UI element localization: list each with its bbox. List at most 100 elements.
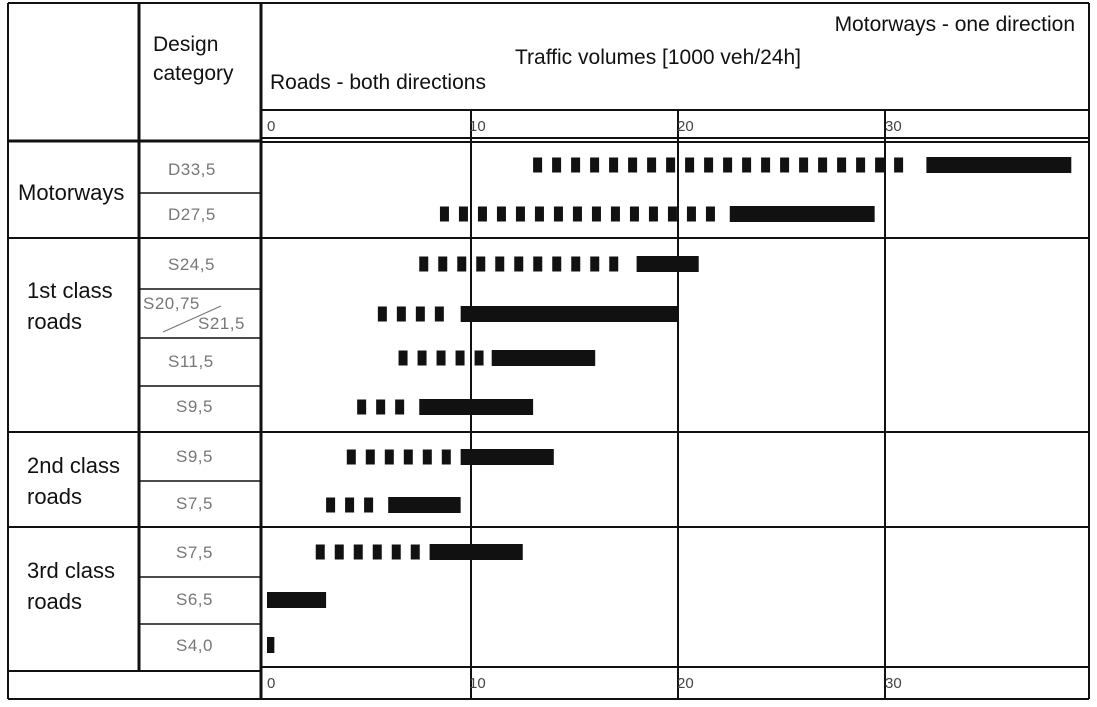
bar-dash-segment — [357, 399, 367, 415]
design-category-label: D33,5 — [168, 160, 216, 179]
bar-dash-segment — [364, 497, 374, 513]
bar-dash-segment — [457, 256, 467, 272]
bar-dash-segment — [422, 449, 432, 465]
design-category-label: S9,5 — [176, 447, 213, 466]
bar-dash-segment — [515, 206, 525, 222]
bar-dash-segment — [591, 206, 601, 222]
bar-dash-segment — [477, 206, 487, 222]
bar-dash-segment — [496, 206, 506, 222]
design-category-label: S7,5 — [176, 494, 213, 513]
road-class-label-1st-line1: 1st class — [27, 278, 113, 303]
bar-solid-segment — [729, 206, 875, 222]
design-category-label: S24,5 — [168, 255, 215, 274]
bar-dash-segment — [723, 157, 733, 173]
bar-dash-segment — [553, 206, 563, 222]
bar-dash-segment — [372, 544, 382, 560]
bar-dash-segment — [894, 157, 904, 173]
bar-dash-segment — [474, 350, 484, 366]
bar-dash-segment — [572, 206, 582, 222]
road-class-label-2nd-line1: 2nd class — [27, 453, 120, 478]
bar-dash-segment — [419, 256, 429, 272]
bar-dash-segment — [458, 206, 468, 222]
bar-dash-segment — [666, 157, 676, 173]
bar-dash-segment — [552, 157, 562, 173]
bottom-tick-label: 20 — [677, 675, 694, 692]
road-class-label-motorways: Motorways — [18, 180, 125, 205]
bar-dash-segment — [346, 449, 356, 465]
header-left-label: Roads - both directions — [270, 71, 486, 94]
design-category-label: S6,5 — [176, 590, 213, 609]
bar-dash-segment — [590, 256, 600, 272]
bar-dash-segment — [439, 206, 449, 222]
bar-dash-segment — [417, 350, 427, 366]
bar-solid-segment — [388, 497, 461, 513]
bar-dash-segment — [495, 256, 505, 272]
bar-solid-segment — [267, 637, 275, 653]
bar-dash-segment — [761, 157, 771, 173]
bar-dash-segment — [415, 306, 425, 322]
bar-dash-segment — [780, 157, 790, 173]
road-class-label-3rd-line2: roads — [27, 589, 83, 614]
bar-dash-segment — [628, 157, 638, 173]
bar-dash-segment — [455, 350, 465, 366]
bar-dash-segment — [629, 206, 639, 222]
bar-dash-segment — [441, 449, 451, 465]
bar-dash-segment — [667, 206, 677, 222]
bar-dash-segment — [648, 206, 658, 222]
bar-solid-segment — [429, 544, 523, 560]
bar-dash-segment — [391, 544, 401, 560]
top-tick-label: 10 — [469, 118, 486, 135]
bar-dash-segment — [395, 399, 405, 415]
bottom-tick-label: 0 — [267, 675, 276, 692]
bottom-tick-label: 10 — [469, 675, 486, 692]
design-category-label-line2: S21,5 — [198, 314, 245, 333]
bar-dash-segment — [376, 399, 386, 415]
design-category-header-line1: Design — [153, 33, 219, 56]
bar-dash-segment — [590, 157, 600, 173]
bar-dash-segment — [704, 157, 714, 173]
bar-dash-segment — [514, 256, 524, 272]
bar-dash-segment — [365, 449, 375, 465]
bar-dash-segment — [438, 256, 448, 272]
chart-title: Traffic volumes [1000 veh/24h] — [515, 46, 801, 69]
bar-dash-segment — [476, 256, 486, 272]
bar-solid-segment — [267, 592, 327, 608]
top-tick-label: 0 — [267, 118, 276, 135]
bar-dash-segment — [384, 449, 394, 465]
bar-dash-segment — [552, 256, 562, 272]
bar-dash-segment — [315, 544, 325, 560]
top-tick-label: 30 — [885, 118, 902, 135]
bar-dash-segment — [345, 497, 355, 513]
design-category-label: S4,0 — [176, 636, 213, 655]
bar-dash-segment — [856, 157, 866, 173]
bar-solid-segment — [926, 157, 1072, 173]
road-class-label-2nd-line2: roads — [27, 484, 83, 509]
bar-dash-segment — [436, 350, 446, 366]
bar-dash-segment — [742, 157, 752, 173]
bar-dash-segment — [334, 544, 344, 560]
top-tick-label: 20 — [677, 118, 694, 135]
bar-dash-segment — [818, 157, 828, 173]
bar-dash-segment — [685, 157, 695, 173]
bar-solid-segment — [419, 399, 534, 415]
header-right-label: Motorways - one direction — [834, 13, 1075, 36]
category-slash — [162, 305, 222, 333]
road-class-label-3rd-line1: 3rd class — [27, 558, 116, 583]
bar-dash-segment — [705, 206, 715, 222]
design-category-label: S9,5 — [176, 397, 213, 416]
bar-dash-segment — [609, 256, 619, 272]
bar-dash-segment — [353, 544, 363, 560]
design-category-label: D27,5 — [168, 205, 216, 224]
bar-dash-segment — [398, 350, 408, 366]
bar-dash-segment — [396, 306, 406, 322]
bar-dash-segment — [410, 544, 420, 560]
bar-dash-segment — [647, 157, 657, 173]
design-category-header-line2: category — [153, 62, 234, 85]
bar-dash-segment — [686, 206, 696, 222]
bar-solid-segment — [460, 449, 554, 465]
bar-dash-segment — [326, 497, 336, 513]
bar-dash-segment — [837, 157, 847, 173]
bar-dash-segment — [875, 157, 885, 173]
bar-dash-segment — [377, 306, 387, 322]
